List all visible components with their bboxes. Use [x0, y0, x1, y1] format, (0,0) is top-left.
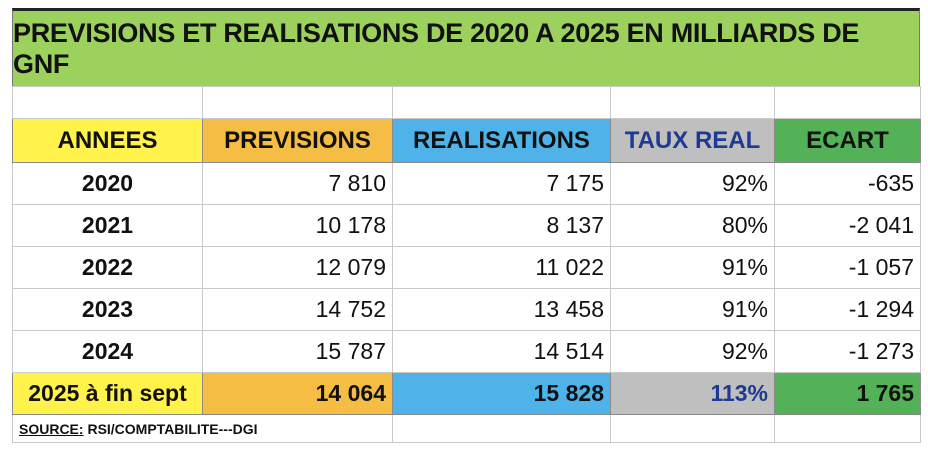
- cell-annee[interactable]: 2022: [12, 246, 203, 289]
- cell-taux[interactable]: 91%: [610, 288, 775, 331]
- table-row: 2022 12 079 11 022 91% -1 057: [12, 246, 921, 289]
- cell-taux[interactable]: 92%: [610, 162, 775, 205]
- cell-annee[interactable]: 2020: [12, 162, 203, 205]
- total-row-2025: 2025 à fin sept 14 064 15 828 113% 1 765: [12, 372, 921, 415]
- cell-ecart[interactable]: 1 765: [774, 372, 921, 415]
- empty-cell[interactable]: [392, 414, 611, 443]
- cell-ecart[interactable]: -635: [774, 162, 921, 205]
- cell-realisations[interactable]: 8 137: [392, 204, 611, 247]
- empty-cell[interactable]: [392, 86, 611, 119]
- cell-taux[interactable]: 113%: [610, 372, 775, 415]
- empty-cell[interactable]: [12, 86, 203, 119]
- table-title: PREVISIONS ET REALISATIONS DE 2020 A 202…: [12, 8, 920, 86]
- header-previsions[interactable]: PREVISIONS: [202, 118, 393, 163]
- cell-ecart[interactable]: -1 273: [774, 330, 921, 373]
- header-taux-real[interactable]: TAUX REAL: [610, 118, 775, 163]
- empty-cell[interactable]: [610, 86, 775, 119]
- table-row: 2024 15 787 14 514 92% -1 273: [12, 330, 921, 373]
- source-label: SOURCE:: [19, 420, 84, 437]
- cell-ecart[interactable]: -1 057: [774, 246, 921, 289]
- header-row: ANNEES PREVISIONS REALISATIONS TAUX REAL…: [12, 118, 921, 163]
- empty-cell[interactable]: [610, 414, 775, 443]
- header-realisations[interactable]: REALISATIONS: [392, 118, 611, 163]
- cell-annee[interactable]: 2024: [12, 330, 203, 373]
- cell-annee[interactable]: 2025 à fin sept: [12, 372, 203, 415]
- cell-taux[interactable]: 92%: [610, 330, 775, 373]
- data-table: ANNEES PREVISIONS REALISATIONS TAUX REAL…: [12, 86, 921, 443]
- empty-cell[interactable]: [774, 86, 921, 119]
- cell-realisations[interactable]: 7 175: [392, 162, 611, 205]
- cell-previsions[interactable]: 14 064: [202, 372, 393, 415]
- header-ecart[interactable]: ECART: [774, 118, 921, 163]
- cell-realisations[interactable]: 13 458: [392, 288, 611, 331]
- cell-annee[interactable]: 2023: [12, 288, 203, 331]
- cell-previsions[interactable]: 10 178: [202, 204, 393, 247]
- empty-cell[interactable]: [774, 414, 921, 443]
- cell-taux[interactable]: 80%: [610, 204, 775, 247]
- cell-previsions[interactable]: 14 752: [202, 288, 393, 331]
- cell-realisations[interactable]: 11 022: [392, 246, 611, 289]
- cell-annee[interactable]: 2021: [12, 204, 203, 247]
- spreadsheet: PREVISIONS ET REALISATIONS DE 2020 A 202…: [12, 8, 921, 443]
- cell-previsions[interactable]: 12 079: [202, 246, 393, 289]
- cell-previsions[interactable]: 7 810: [202, 162, 393, 205]
- cell-realisations[interactable]: 14 514: [392, 330, 611, 373]
- table-row: 2021 10 178 8 137 80% -2 041: [12, 204, 921, 247]
- empty-cell[interactable]: [202, 86, 393, 119]
- table-row: 2023 14 752 13 458 91% -1 294: [12, 288, 921, 331]
- cell-previsions[interactable]: 15 787: [202, 330, 393, 373]
- table-row: 2020 7 810 7 175 92% -635: [12, 162, 921, 205]
- source-row: SOURCE: RSI/COMPTABILITE---DGI: [12, 414, 921, 443]
- header-annees[interactable]: ANNEES: [12, 118, 203, 163]
- cell-ecart[interactable]: -2 041: [774, 204, 921, 247]
- cell-realisations[interactable]: 15 828: [392, 372, 611, 415]
- cell-ecart[interactable]: -1 294: [774, 288, 921, 331]
- blank-row: [12, 86, 921, 119]
- source-cell[interactable]: SOURCE: RSI/COMPTABILITE---DGI: [12, 414, 393, 443]
- cell-taux[interactable]: 91%: [610, 246, 775, 289]
- source-value: RSI/COMPTABILITE---DGI: [83, 420, 258, 437]
